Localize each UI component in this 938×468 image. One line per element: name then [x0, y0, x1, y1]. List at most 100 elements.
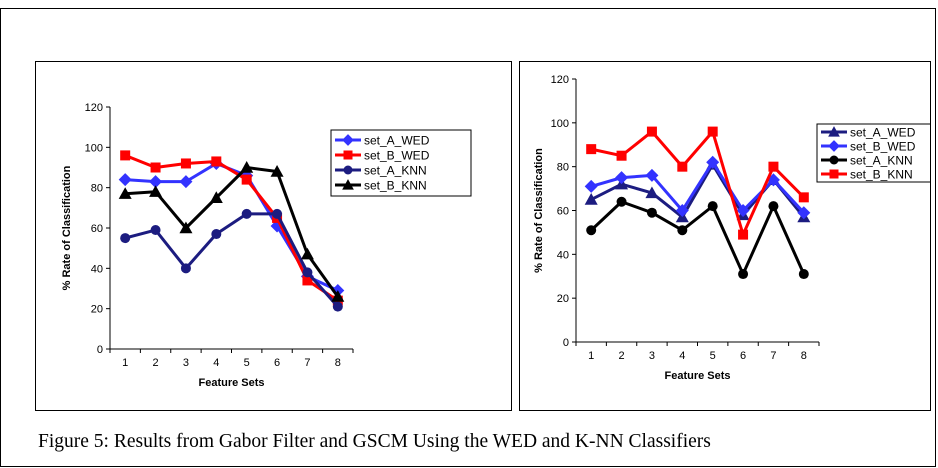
data-point: [677, 225, 688, 236]
y-tick-label: 80: [91, 183, 103, 195]
data-point: [677, 161, 688, 172]
legend-label: set_B_KNN: [850, 168, 913, 182]
data-point: [331, 290, 345, 302]
data-point: [616, 150, 627, 161]
x-tick-label: 4: [679, 350, 685, 362]
data-point: [584, 179, 598, 193]
data-point: [615, 171, 629, 185]
data-point: [798, 269, 809, 280]
data-point: [736, 204, 750, 217]
legend-marker: [828, 126, 840, 137]
data-point: [240, 161, 254, 173]
data-point: [707, 201, 718, 212]
data-point: [302, 275, 313, 286]
legend-label: set_A_WED: [850, 126, 916, 140]
x-tick-label: 7: [770, 350, 776, 362]
data-point: [149, 175, 163, 189]
y-tick-label: 100: [85, 142, 103, 154]
data-point: [211, 229, 222, 240]
data-point: [646, 207, 657, 218]
x-tick-label: 4: [213, 357, 219, 369]
x-tick-label: 1: [122, 357, 128, 369]
data-point: [211, 156, 222, 167]
x-tick-label: 6: [274, 357, 280, 369]
data-point: [272, 208, 283, 219]
y-tick-label: 0: [97, 344, 103, 356]
y-tick-label: 20: [91, 304, 103, 316]
x-tick-label: 8: [335, 357, 341, 369]
y-tick-label: 20: [557, 293, 569, 305]
y-tick-label: 40: [557, 249, 569, 261]
legend-label: set_B_WED: [364, 149, 430, 163]
x-tick-label: 3: [183, 357, 189, 369]
x-tick-label: 5: [244, 357, 250, 369]
data-point: [179, 221, 193, 234]
x-axis-title: Feature Sets: [664, 370, 730, 382]
x-tick-label: 1: [588, 350, 594, 362]
series-line: [124, 212, 339, 308]
data-point: [150, 162, 161, 173]
data-point: [586, 225, 597, 236]
data-point: [332, 301, 343, 312]
data-point: [150, 225, 161, 236]
data-point: [645, 168, 659, 182]
series-line: [124, 154, 339, 302]
data-point: [738, 269, 749, 280]
data-point: [241, 208, 252, 219]
legend-marker: [829, 169, 839, 179]
legend-label: set_B_KNN: [364, 179, 427, 193]
data-point: [706, 155, 720, 169]
y-tick-label: 100: [551, 118, 569, 130]
y-tick-label: 120: [551, 74, 569, 86]
legend-marker: [343, 165, 353, 175]
y-axis-title: % Rate of Classification: [533, 148, 545, 273]
x-axis-title: Feature Sets: [198, 377, 264, 389]
data-point: [118, 173, 132, 187]
y-tick-label: 40: [91, 263, 103, 275]
y-tick-label: 60: [557, 206, 569, 218]
series-line: [590, 200, 806, 276]
legend-marker: [342, 179, 354, 190]
data-point: [797, 206, 811, 220]
legend-label: set_B_WED: [850, 140, 916, 154]
chart-panel-right: 0 20 40 60 80 100 120 1 2 3 4 5 6 7 8 Feature Sets % Rat…: [519, 61, 931, 411]
data-point: [120, 233, 131, 244]
x-tick-label: 7: [304, 357, 310, 369]
legend-label: set_A_WED: [364, 134, 430, 148]
data-point: [586, 144, 597, 155]
data-point: [646, 126, 657, 137]
figure-caption: Figure 5: Results from Gabor Filter and …: [38, 431, 711, 452]
data-point: [209, 191, 223, 203]
legend-marker: [828, 140, 840, 152]
data-point: [302, 267, 313, 278]
y-tick-label: 80: [557, 162, 569, 174]
data-point: [768, 201, 779, 212]
data-point: [584, 193, 598, 205]
y-tick-label: 60: [91, 223, 103, 235]
legend-marker: [829, 155, 839, 165]
x-tick-label: 2: [619, 350, 625, 362]
data-point: [270, 165, 284, 177]
data-point: [738, 229, 749, 240]
data-point: [768, 161, 779, 172]
x-tick-label: 2: [153, 357, 159, 369]
data-point: [120, 150, 131, 161]
legend-label: set_A_KNN: [850, 154, 913, 168]
data-point: [645, 186, 659, 199]
data-point: [798, 192, 809, 203]
data-point: [675, 204, 689, 217]
x-tick-label: 3: [649, 350, 655, 362]
series-line: [590, 130, 805, 237]
x-tick-label: 8: [801, 350, 807, 362]
series-line: [125, 166, 340, 298]
y-tick-label: 120: [85, 102, 103, 114]
y-tick-label: 0: [563, 337, 569, 349]
y-axis-title: % Rate of Classification: [61, 165, 73, 290]
legend-marker: [342, 134, 354, 146]
data-point: [180, 263, 191, 274]
data-point: [149, 185, 163, 197]
data-point: [300, 247, 314, 260]
x-tick-label: 5: [710, 350, 716, 362]
data-point: [707, 126, 718, 137]
data-point: [616, 196, 627, 207]
